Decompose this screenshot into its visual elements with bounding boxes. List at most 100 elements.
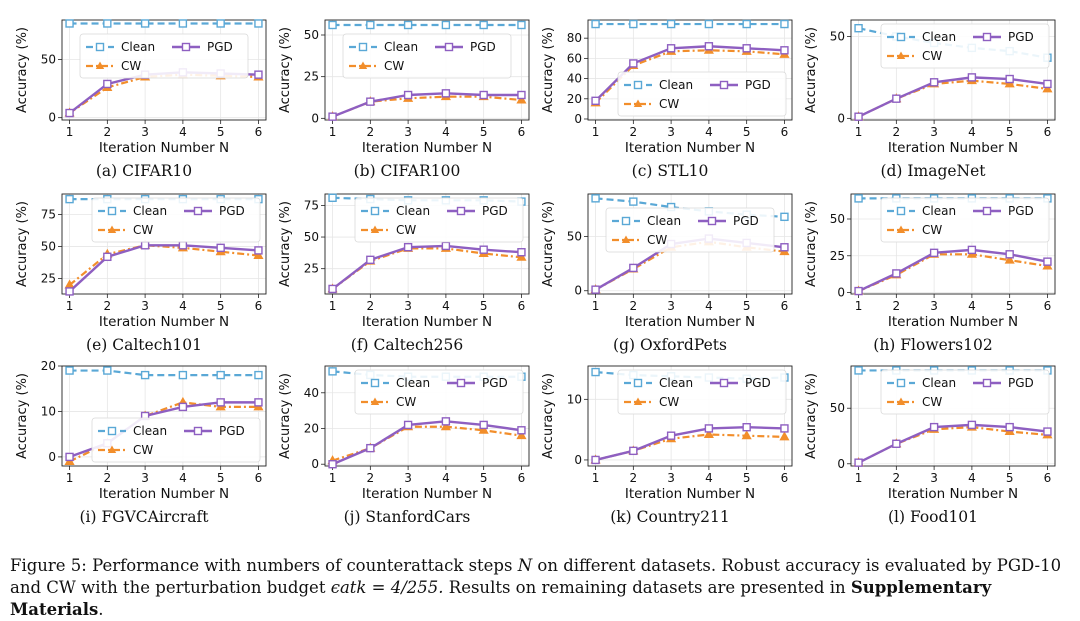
point-clean — [366, 20, 375, 30]
caption-end: . — [98, 600, 104, 619]
point-pgd — [479, 420, 488, 430]
subplot-caption: (g) OxfordPets — [613, 336, 727, 354]
x-axis-label: Iteration Number N — [888, 314, 1018, 330]
legend-label-clean: Clean — [659, 376, 693, 390]
x-tick-label: 5 — [217, 299, 225, 313]
point-pgd — [517, 426, 526, 435]
point-pgd — [216, 398, 225, 407]
y-tick-label: 40 — [304, 386, 319, 400]
point-pgd — [178, 402, 188, 412]
series-line-pgd — [858, 423, 1048, 464]
point-clean — [178, 370, 188, 380]
legend-marker-cw — [633, 397, 643, 405]
point-pgd — [1043, 79, 1052, 89]
x-tick-label: 6 — [518, 471, 526, 485]
x-tick-label: 5 — [1006, 471, 1014, 485]
legend: Clean PGD CW — [354, 369, 524, 415]
legend-label-pgd: PGD — [1008, 204, 1034, 218]
point-pgd — [403, 420, 413, 430]
subplot-caption: (d) ImageNet — [880, 162, 986, 180]
y-tick-label: 50 — [567, 229, 582, 243]
legend-label-cw: CW — [922, 395, 942, 409]
subplot-caption: (l) Food101 — [888, 508, 978, 526]
legend-label-cw: CW — [659, 395, 679, 409]
legend-marker-cw — [358, 61, 368, 69]
legend-marker-clean — [358, 42, 368, 52]
x-axis-label: Iteration Number N — [362, 140, 492, 156]
point-pgd — [742, 423, 751, 432]
legend-box — [354, 197, 524, 243]
x-axis-label: Iteration Number N — [99, 314, 229, 330]
x-tick-label: 2 — [630, 471, 638, 485]
point-clean — [629, 197, 638, 206]
y-tick-label: 75 — [304, 198, 319, 212]
x-axis-label: Iteration Number N — [625, 140, 755, 156]
point-clean — [328, 193, 337, 202]
point-pgd — [892, 94, 901, 103]
y-axis-label: Accuracy (%) — [541, 373, 556, 459]
y-tick-label: 50 — [830, 29, 845, 43]
y-tick-label: 25 — [304, 262, 319, 276]
legend-marker-pgd — [719, 378, 729, 388]
plot-frame — [61, 19, 267, 121]
legend-label-pgd: PGD — [482, 376, 508, 390]
point-pgd — [854, 286, 863, 296]
legend-marker-pgd — [193, 206, 203, 216]
legend-label-clean: Clean — [922, 376, 956, 390]
plot-frame — [850, 193, 1056, 295]
point-clean — [216, 19, 225, 28]
point-clean — [780, 212, 789, 222]
point-pgd — [629, 59, 638, 68]
x-tick-label: 1 — [329, 471, 337, 485]
point-pgd — [967, 420, 977, 430]
point-clean — [704, 19, 714, 29]
legend-marker-clean — [621, 216, 631, 226]
legend-marker-clean — [896, 206, 906, 216]
subplot-caption: (k) Country211 — [610, 508, 730, 526]
y-tick-label: 0 — [574, 112, 582, 126]
x-tick-label: 4 — [179, 299, 187, 313]
point-pgd — [366, 255, 375, 265]
series-line-cw — [858, 426, 1048, 464]
series-line-pgd — [594, 45, 785, 102]
point-pgd — [967, 245, 977, 255]
legend-label-pgd: PGD — [1008, 376, 1034, 390]
series-line-cw — [68, 244, 259, 286]
legend-label-pgd: PGD — [733, 214, 759, 228]
subplot-caption: (i) FGVCAircraft — [79, 508, 209, 526]
y-tick-label: 10 — [567, 392, 582, 406]
legend-marker-cw — [370, 397, 380, 405]
legend-marker-cw — [896, 397, 906, 405]
point-clean — [517, 20, 526, 30]
legend-marker-clean — [95, 42, 105, 52]
chart-caltech101: 1 2 3 4 5 6 25 50 75 Iteration Number N Accuracy (… — [15, 193, 267, 354]
x-tick-label: 3 — [930, 125, 938, 139]
series-line-cw — [858, 79, 1048, 118]
plot-frame — [587, 365, 793, 467]
series-line-cw — [858, 253, 1048, 293]
point-clean — [254, 19, 263, 28]
legend-label-cw: CW — [922, 49, 942, 63]
legend-marker-pgd — [444, 42, 454, 52]
y-tick-label: 25 — [830, 249, 845, 263]
legend-marker-pgd — [707, 216, 717, 226]
plot-frame — [324, 193, 530, 295]
y-tick-label: 0 — [574, 453, 582, 467]
series-line-cw — [595, 433, 785, 462]
y-tick-label: 0 — [574, 284, 582, 298]
x-tick-label: 6 — [518, 299, 526, 313]
series-line-pgd — [858, 76, 1048, 118]
legend-marker-clean — [896, 378, 906, 388]
chart-stanfordcars: 1 2 3 4 5 6 0 20 40 Iteration Number N Accuracy (%… — [278, 365, 530, 526]
x-tick-label: 5 — [480, 299, 488, 313]
x-tick-label: 4 — [705, 471, 713, 485]
x-tick-label: 2 — [104, 471, 112, 485]
legend: Clean PGD CW — [605, 207, 775, 253]
point-pgd — [1043, 427, 1052, 436]
legend-label-cw: CW — [396, 395, 416, 409]
point-cw — [516, 430, 527, 440]
point-pgd — [403, 242, 413, 252]
point-cw — [741, 430, 752, 440]
caption-tail: Results on remaining datasets are presen… — [448, 578, 846, 597]
y-tick-label: 75 — [41, 208, 56, 222]
